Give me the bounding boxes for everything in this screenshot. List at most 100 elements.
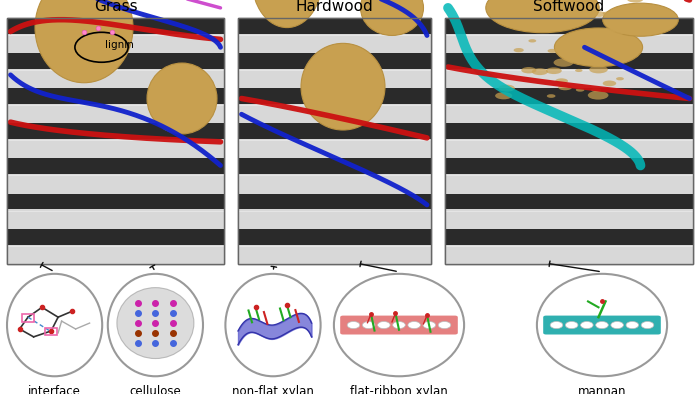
FancyBboxPatch shape bbox=[238, 18, 430, 264]
Bar bbox=[444, 245, 693, 264]
Bar bbox=[7, 69, 224, 88]
Bar bbox=[444, 229, 693, 245]
Bar bbox=[7, 88, 224, 104]
Ellipse shape bbox=[360, 0, 424, 35]
Ellipse shape bbox=[600, 28, 615, 34]
Ellipse shape bbox=[108, 274, 203, 376]
Bar bbox=[238, 158, 430, 174]
Text: Hardwood: Hardwood bbox=[295, 0, 373, 14]
Bar bbox=[7, 33, 224, 53]
Ellipse shape bbox=[626, 0, 643, 2]
Ellipse shape bbox=[575, 69, 582, 72]
Ellipse shape bbox=[554, 28, 643, 67]
Ellipse shape bbox=[585, 51, 603, 59]
Ellipse shape bbox=[7, 274, 102, 376]
Bar bbox=[7, 53, 224, 69]
Ellipse shape bbox=[547, 94, 556, 98]
Ellipse shape bbox=[508, 0, 521, 2]
Ellipse shape bbox=[532, 68, 548, 75]
Circle shape bbox=[611, 322, 624, 329]
Circle shape bbox=[596, 322, 608, 329]
Bar bbox=[444, 33, 693, 53]
Ellipse shape bbox=[603, 80, 616, 86]
Bar bbox=[444, 158, 693, 174]
Ellipse shape bbox=[498, 85, 515, 92]
Bar bbox=[444, 53, 693, 69]
Bar bbox=[238, 229, 430, 245]
Text: Grass: Grass bbox=[94, 0, 137, 14]
FancyBboxPatch shape bbox=[543, 316, 661, 335]
Ellipse shape bbox=[596, 51, 606, 56]
Ellipse shape bbox=[589, 65, 608, 73]
Bar bbox=[238, 193, 430, 210]
Bar bbox=[238, 174, 430, 193]
Bar bbox=[238, 69, 430, 88]
Text: mannan: mannan bbox=[578, 385, 626, 394]
FancyBboxPatch shape bbox=[444, 18, 693, 264]
Ellipse shape bbox=[584, 6, 597, 12]
Bar bbox=[7, 174, 224, 193]
Circle shape bbox=[347, 322, 360, 329]
Ellipse shape bbox=[603, 3, 678, 36]
Ellipse shape bbox=[594, 52, 609, 59]
Bar bbox=[444, 174, 693, 193]
Ellipse shape bbox=[592, 11, 606, 17]
Bar bbox=[7, 210, 224, 229]
Circle shape bbox=[423, 322, 435, 329]
Circle shape bbox=[566, 322, 578, 329]
Bar bbox=[444, 88, 693, 104]
Bar bbox=[238, 210, 430, 229]
Ellipse shape bbox=[486, 0, 599, 33]
Bar bbox=[238, 104, 430, 123]
Ellipse shape bbox=[495, 92, 512, 99]
Ellipse shape bbox=[576, 88, 584, 92]
Bar bbox=[238, 139, 430, 158]
Ellipse shape bbox=[514, 48, 524, 52]
Ellipse shape bbox=[515, 21, 528, 27]
Bar bbox=[444, 104, 693, 123]
Bar bbox=[238, 33, 430, 53]
Bar bbox=[444, 69, 693, 88]
Circle shape bbox=[393, 322, 405, 329]
Bar bbox=[238, 53, 430, 69]
Ellipse shape bbox=[608, 58, 619, 63]
Bar bbox=[444, 123, 693, 139]
Ellipse shape bbox=[603, 11, 612, 15]
Ellipse shape bbox=[553, 8, 562, 12]
Ellipse shape bbox=[517, 2, 534, 9]
Bar bbox=[238, 18, 430, 33]
Ellipse shape bbox=[35, 0, 133, 83]
Ellipse shape bbox=[547, 49, 557, 53]
Ellipse shape bbox=[117, 288, 194, 359]
Bar bbox=[444, 210, 693, 229]
Ellipse shape bbox=[608, 28, 625, 35]
Bar bbox=[7, 139, 224, 158]
Ellipse shape bbox=[592, 88, 601, 92]
Ellipse shape bbox=[587, 48, 601, 54]
Text: interface: interface bbox=[28, 385, 81, 394]
Bar bbox=[444, 18, 693, 33]
Ellipse shape bbox=[537, 274, 667, 376]
Circle shape bbox=[626, 322, 638, 329]
FancyBboxPatch shape bbox=[7, 18, 224, 264]
Bar bbox=[7, 193, 224, 210]
Circle shape bbox=[438, 322, 451, 329]
Bar bbox=[7, 123, 224, 139]
Ellipse shape bbox=[558, 84, 572, 90]
Ellipse shape bbox=[588, 91, 608, 100]
Bar bbox=[7, 245, 224, 264]
Text: non-flat xylan: non-flat xylan bbox=[232, 385, 314, 394]
Bar bbox=[444, 193, 693, 210]
Text: cellulose: cellulose bbox=[130, 385, 181, 394]
Bar bbox=[238, 123, 430, 139]
Bar bbox=[7, 18, 224, 33]
Ellipse shape bbox=[555, 78, 568, 84]
Circle shape bbox=[550, 322, 563, 329]
Circle shape bbox=[363, 322, 375, 329]
Bar bbox=[444, 139, 693, 158]
Text: lignin: lignin bbox=[105, 40, 134, 50]
Ellipse shape bbox=[147, 63, 217, 134]
Ellipse shape bbox=[546, 67, 562, 74]
Ellipse shape bbox=[528, 39, 536, 43]
Bar bbox=[7, 104, 224, 123]
